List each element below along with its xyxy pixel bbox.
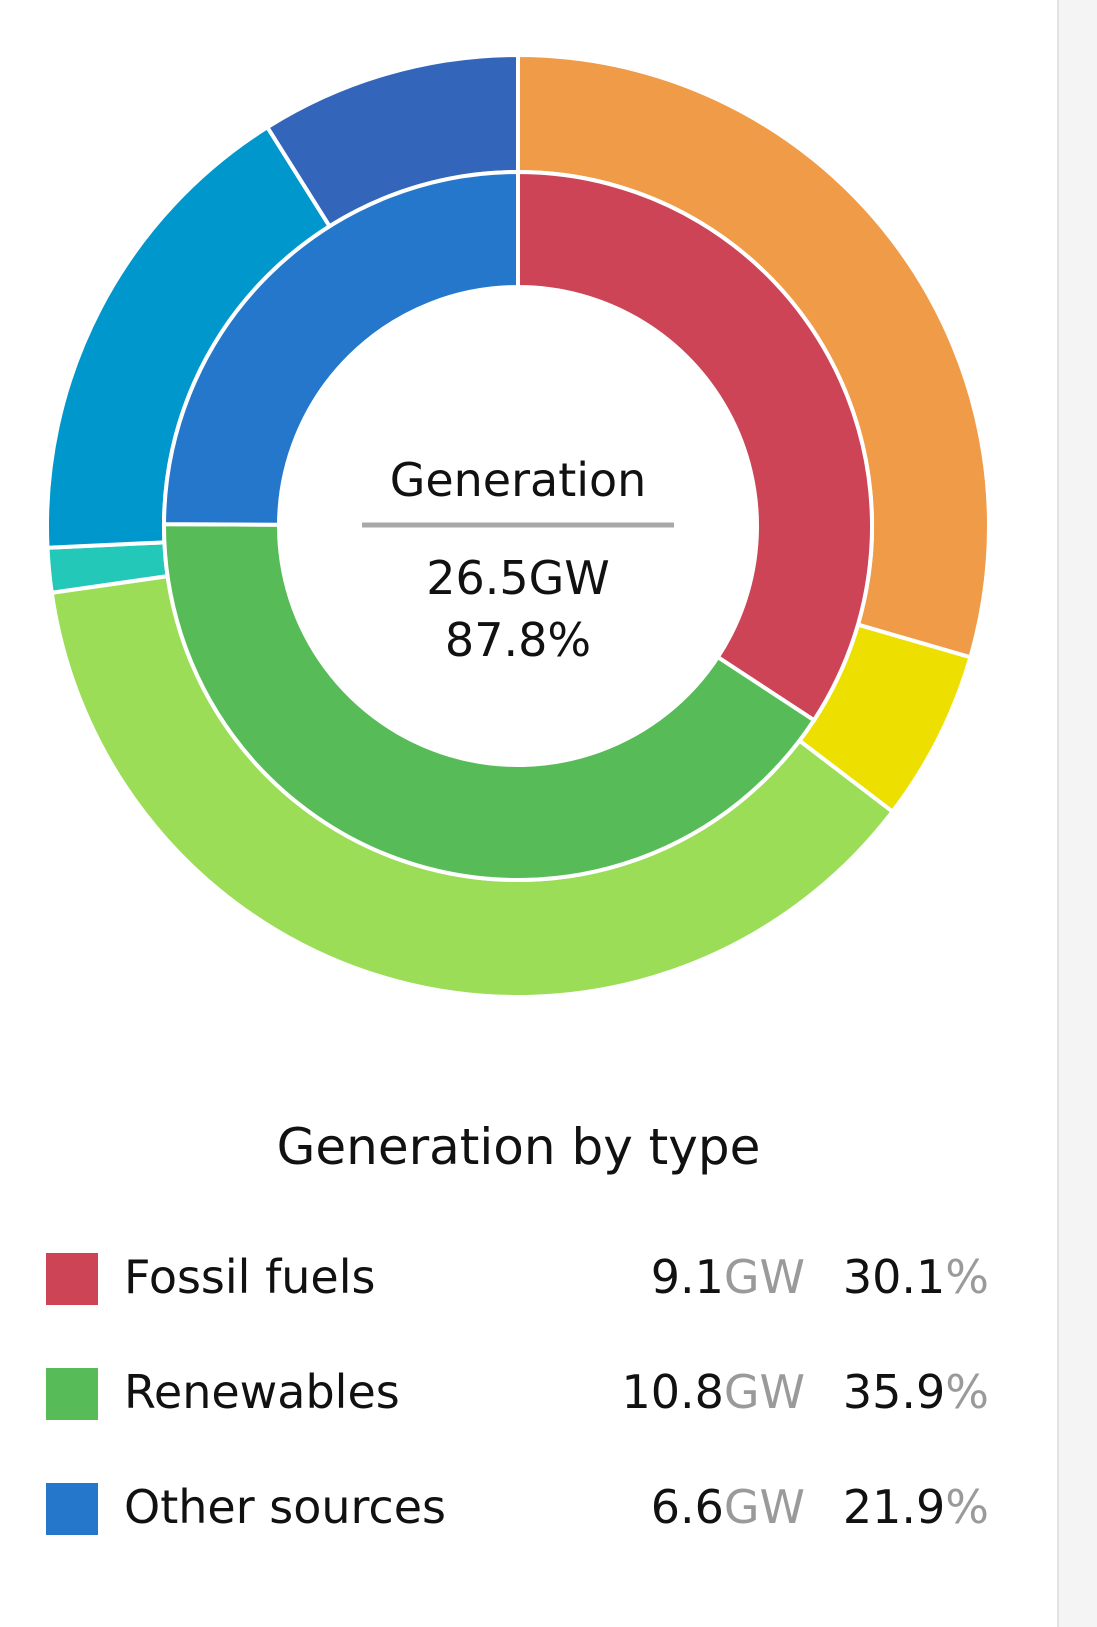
legend-row-renewables: Renewables 10.8GW 35.9% — [0, 1362, 1057, 1422]
legend-swatch — [46, 1368, 98, 1420]
gw-unit: GW — [723, 1480, 805, 1534]
center-percent: 87.8% — [445, 613, 591, 667]
inner-ring-slice-1 — [516, 169, 874, 724]
legend-label: Other sources — [124, 1480, 446, 1534]
center-title: Generation — [390, 453, 647, 507]
inner-ring-slice-2 — [162, 522, 817, 882]
generation-donut-chart: Generation 26.5GW 87.8% — [45, 52, 991, 999]
gw-unit: GW — [723, 1250, 805, 1304]
pct-unit: % — [945, 1480, 989, 1534]
pct-unit: % — [945, 1250, 989, 1304]
legend-swatch — [46, 1483, 98, 1535]
inner-ring — [161, 169, 874, 882]
legend-row-fossil-fuels: Fossil fuels 9.1GW 30.1% — [0, 1247, 1057, 1307]
legend-title: Generation by type — [276, 1118, 761, 1176]
legend-gw-value: 9.1GW — [651, 1247, 805, 1307]
gw-number: 9.1 — [650, 1250, 724, 1304]
legend-swatch — [46, 1253, 98, 1305]
gw-number: 10.8 — [621, 1365, 724, 1419]
center-total: 26.5GW — [426, 551, 610, 605]
legend-pct-value: 21.9% — [843, 1477, 989, 1537]
legend-gw-value: 10.8GW — [621, 1362, 805, 1422]
legend-row-other-sources: Other sources 6.6GW 21.9% — [0, 1477, 1057, 1537]
page-edge-strip — [1057, 0, 1097, 1627]
pct-unit: % — [945, 1365, 989, 1419]
gw-unit: GW — [723, 1365, 805, 1419]
pct-number: 35.9 — [842, 1365, 946, 1419]
legend-pct-value: 35.9% — [843, 1362, 989, 1422]
legend-label: Renewables — [124, 1365, 400, 1419]
pct-number: 30.1 — [842, 1250, 946, 1304]
legend-gw-value: 6.6GW — [651, 1477, 805, 1537]
pct-number: 21.9 — [842, 1480, 946, 1534]
inner-ring-slice-3 — [161, 169, 520, 527]
outer-ring — [45, 52, 991, 999]
legend-label: Fossil fuels — [124, 1250, 376, 1304]
legend-pct-value: 30.1% — [843, 1247, 989, 1307]
gw-number: 6.6 — [650, 1480, 724, 1534]
